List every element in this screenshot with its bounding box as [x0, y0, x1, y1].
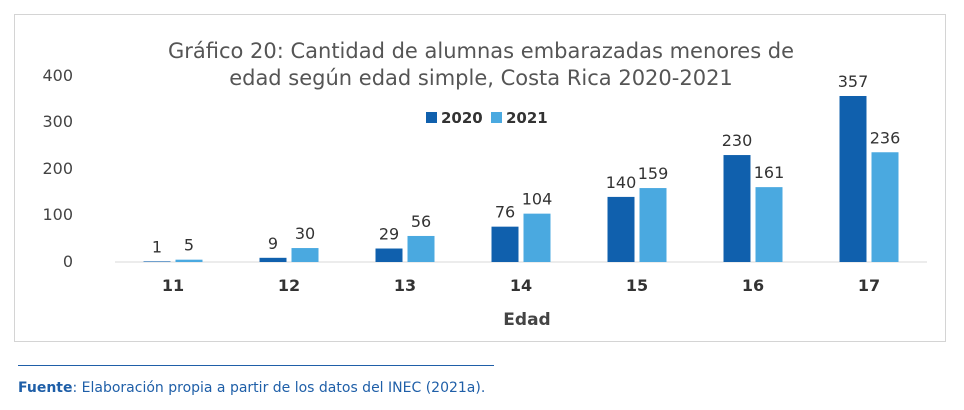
- bar-2020-15: [607, 196, 635, 262]
- data-label-2021-17: 236: [870, 128, 901, 147]
- legend-swatch-2020: [426, 112, 437, 123]
- data-label-2021-15: 159: [638, 164, 669, 183]
- legend: 2020 2021: [426, 109, 548, 127]
- data-label-2021-16: 161: [754, 163, 785, 182]
- source-label: Fuente: [18, 380, 73, 396]
- x-tick-label-14: 14: [510, 276, 532, 295]
- data-label-2021-14: 104: [522, 190, 553, 209]
- legend-label-2021: 2021: [506, 109, 548, 127]
- bar-2020-14: [491, 226, 519, 262]
- bar-2021-15: [639, 188, 667, 262]
- bar-2020-17: [839, 95, 867, 263]
- y-tick-label: 0: [63, 252, 73, 271]
- legend-label-2020: 2020: [441, 109, 483, 127]
- x-tick-label-17: 17: [858, 276, 880, 295]
- bar-2021-17: [871, 152, 899, 262]
- x-axis-title: Edad: [503, 310, 550, 330]
- bar-2020-12: [259, 257, 287, 262]
- y-tick-label: 400: [42, 66, 73, 85]
- data-label-2021-11: 5: [184, 236, 194, 255]
- source-divider: [18, 365, 494, 366]
- bar-2021-11: [175, 259, 203, 262]
- data-label-2020-11: 1: [152, 237, 162, 256]
- y-tick-label: 200: [42, 159, 73, 178]
- data-label-2020-15: 140: [606, 173, 637, 192]
- data-label-2021-13: 56: [411, 212, 431, 231]
- source-text: : Elaboración propia a partir de los dat…: [72, 380, 486, 396]
- bar-2021-14: [523, 213, 551, 262]
- legend-swatch-2021: [491, 112, 502, 123]
- bar-2021-12: [291, 248, 319, 262]
- x-tick-label-12: 12: [278, 276, 300, 295]
- chart-title-line-1: Gráfico 20: Cantidad de alumnas embaraza…: [168, 39, 794, 63]
- x-tick-label-16: 16: [742, 276, 764, 295]
- chart-title-line-2: edad según edad simple, Costa Rica 2020-…: [229, 66, 733, 90]
- bar-2020-11: [143, 261, 171, 262]
- chart-frame: Gráfico 20: Cantidad de alumnas embaraza…: [14, 14, 946, 342]
- source-note: Fuente: Elaboración propia a partir de l…: [18, 380, 485, 396]
- data-label-2021-12: 30: [295, 224, 315, 243]
- bar-2021-13: [407, 235, 435, 262]
- y-tick-label: 300: [42, 112, 73, 131]
- bar-2020-13: [375, 248, 403, 262]
- bar-2020-16: [723, 155, 751, 262]
- data-label-2020-16: 230: [722, 131, 753, 150]
- data-label-2020-13: 29: [379, 225, 399, 244]
- x-tick-label-13: 13: [394, 276, 416, 295]
- data-label-2020-17: 357: [838, 72, 869, 91]
- bar-2021-16: [755, 187, 783, 262]
- x-tick-label-11: 11: [162, 276, 184, 295]
- x-tick-label-15: 15: [626, 276, 648, 295]
- y-tick-label: 100: [42, 205, 73, 224]
- data-label-2020-12: 9: [268, 234, 278, 253]
- data-label-2020-14: 76: [495, 203, 515, 222]
- chart-svg: Gráfico 20: Cantidad de alumnas embaraza…: [42, 39, 927, 330]
